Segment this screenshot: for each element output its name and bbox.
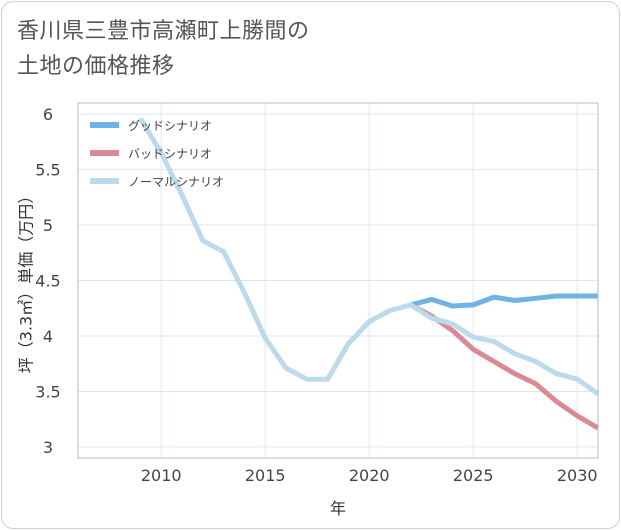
grid-lines	[78, 103, 598, 458]
y-axis-title: 坪（3.3㎡）単価（万円）	[17, 188, 36, 373]
legend-label: バッドシナリオ	[128, 147, 212, 161]
series-line-1	[410, 293, 598, 309]
y-tick-label: 6	[43, 105, 53, 124]
x-tick-label: 2025	[453, 466, 494, 485]
y-tick-label: 3	[43, 438, 53, 457]
y-tick-label: 4.5	[35, 272, 60, 291]
y-tick-label: 5.5	[35, 161, 60, 180]
series-line-2	[409, 302, 600, 431]
chart-title-line-2: 土地の価格推移	[17, 54, 175, 79]
x-tick-label: 2020	[349, 466, 390, 485]
x-tick-label: 2010	[141, 466, 182, 485]
y-tick-label: 4	[43, 327, 53, 346]
y-tick-label: 5	[43, 216, 53, 235]
y-tick-label: 3.5	[35, 382, 60, 401]
series-lines	[138, 117, 600, 431]
plot-area-frame	[77, 102, 599, 459]
axis-ticks: 2010 2015 2020 2025 2030 3 3.5 4 4.5 5 5.5 6	[35, 105, 597, 485]
x-tick-label: 2030	[557, 466, 598, 485]
series-line-3	[138, 117, 600, 396]
x-tick-label: 2015	[245, 466, 286, 485]
chart-title: 香川県三豊市高瀬町上勝間の 土地の価格推移	[17, 14, 310, 84]
legend-label: ノーマルシナリオ	[128, 175, 224, 189]
chart-title-line-1: 香川県三豊市高瀬町上勝間の	[17, 19, 310, 44]
x-axis-title: 年	[330, 499, 346, 518]
legend-label: グッドシナリオ	[128, 119, 212, 133]
